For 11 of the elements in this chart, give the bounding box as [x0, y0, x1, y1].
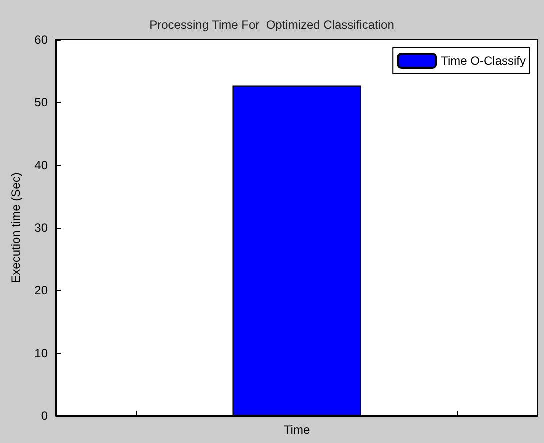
y-tick-label: 20 [34, 284, 48, 298]
y-tick-label: 60 [34, 33, 48, 47]
y-tick-label: 40 [34, 158, 48, 172]
x-tick-label: Time [284, 423, 310, 437]
y-axis-title: Execution time (Sec) [9, 172, 23, 284]
y-tick-label: 0 [41, 409, 48, 423]
chart-title: Processing Time For Optimized Classification [150, 18, 394, 32]
legend-label: Time O-Classify [441, 54, 526, 68]
y-tick-label: 10 [34, 346, 48, 360]
y-tick-label: 50 [34, 96, 48, 110]
y-tick-label: 30 [34, 221, 48, 235]
